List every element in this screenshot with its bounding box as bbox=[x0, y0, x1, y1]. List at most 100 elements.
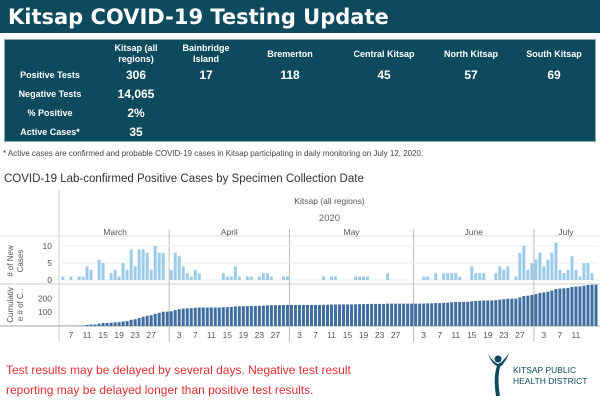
cumulative-bar bbox=[546, 292, 549, 326]
cumulative-bar bbox=[382, 304, 385, 326]
x-tick-label: 19 bbox=[239, 330, 249, 340]
cumulative-bar bbox=[474, 301, 477, 326]
y-tick-label: 5 bbox=[47, 258, 52, 268]
x-tick-label: 19 bbox=[114, 330, 124, 340]
cumulative-bar bbox=[566, 288, 569, 326]
new-cases-bar bbox=[362, 277, 365, 280]
cumulative-bar bbox=[282, 305, 285, 326]
cumulative-bar bbox=[558, 289, 561, 326]
cumulative-bar bbox=[374, 304, 377, 326]
cumulative-bar bbox=[514, 299, 517, 326]
cumulative-bar bbox=[90, 324, 93, 326]
new-cases-bar bbox=[474, 273, 477, 280]
cumulative-bar bbox=[222, 307, 225, 326]
cumulative-bar bbox=[522, 296, 525, 326]
cumulative-bar bbox=[310, 305, 313, 326]
new-cases-bar bbox=[582, 263, 585, 280]
new-cases-bar bbox=[526, 270, 529, 280]
cumulative-bar bbox=[274, 305, 277, 326]
cumulative-bar bbox=[550, 291, 553, 326]
cumulative-bar bbox=[178, 309, 181, 326]
cumulative-bar bbox=[570, 287, 573, 326]
new-cases-bar bbox=[566, 270, 569, 280]
cumulative-bar bbox=[242, 306, 245, 326]
y-tick-label: 100 bbox=[38, 307, 52, 317]
new-cases-bar bbox=[586, 263, 589, 280]
cumulative-bar bbox=[530, 295, 533, 326]
new-cases-bar bbox=[194, 270, 197, 280]
new-cases-bar bbox=[494, 273, 497, 280]
cumulative-bar bbox=[322, 305, 325, 326]
logo-text: KITSAP PUBLIC bbox=[513, 365, 587, 376]
cumulative-bar bbox=[206, 308, 209, 326]
cumulative-bar bbox=[430, 303, 433, 326]
x-tick-label: 15 bbox=[467, 330, 477, 340]
new-cases-bar bbox=[282, 277, 285, 280]
cumulative-bar bbox=[174, 310, 177, 326]
cumulative-bar bbox=[414, 304, 417, 326]
new-cases-bar bbox=[170, 270, 173, 280]
new-cases-bar bbox=[478, 273, 481, 280]
new-cases-bar bbox=[198, 273, 201, 280]
cumulative-bar bbox=[102, 323, 105, 326]
new-cases-bar bbox=[482, 273, 485, 280]
cumulative-bar bbox=[118, 322, 121, 326]
new-cases-bar bbox=[158, 253, 161, 280]
new-cases-bar bbox=[134, 266, 137, 280]
x-tick-label: 27 bbox=[271, 330, 281, 340]
new-cases-bar bbox=[250, 277, 253, 280]
new-cases-bar bbox=[518, 253, 521, 280]
cumulative-bar bbox=[574, 287, 577, 326]
new-cases-bar bbox=[502, 270, 505, 280]
cumulative-bar bbox=[246, 306, 249, 326]
cumulative-bar bbox=[482, 300, 485, 326]
cumulative-bar bbox=[94, 324, 97, 326]
month-label: July bbox=[558, 227, 574, 237]
new-cases-bar bbox=[190, 277, 193, 280]
cumulative-bar bbox=[518, 297, 521, 326]
cumulative-bar bbox=[166, 312, 169, 326]
x-tick-label: 23 bbox=[375, 330, 385, 340]
new-cases-bar bbox=[542, 266, 545, 280]
y-axis-label: e # of C.. bbox=[16, 289, 25, 321]
cumulative-bar bbox=[326, 305, 329, 326]
cumulative-bar bbox=[294, 305, 297, 326]
cumulative-bar bbox=[406, 304, 409, 326]
cumulative-bar bbox=[562, 288, 565, 326]
cumulative-bar bbox=[362, 304, 365, 326]
cumulative-bar bbox=[422, 304, 425, 326]
cumulative-bar bbox=[350, 304, 353, 326]
cumulative-bar bbox=[286, 305, 289, 326]
y-tick-label: 200 bbox=[38, 293, 52, 303]
x-tick-label: 11 bbox=[327, 330, 336, 340]
note-line: reporting may be delayed longer than pos… bbox=[6, 380, 351, 400]
cumulative-bar bbox=[194, 308, 197, 326]
cumulative-bar bbox=[534, 294, 537, 326]
new-cases-bar bbox=[538, 253, 541, 280]
new-cases-bar bbox=[330, 277, 333, 280]
cumulative-bar bbox=[338, 304, 341, 326]
x-tick-label: 27 bbox=[146, 330, 156, 340]
cumulative-bar bbox=[542, 292, 545, 326]
cumulative-bar bbox=[330, 305, 333, 326]
new-cases-bar bbox=[546, 260, 549, 280]
new-cases-bar bbox=[138, 249, 141, 280]
cumulative-bar bbox=[390, 304, 393, 326]
cumulative-bar bbox=[506, 299, 509, 326]
cumulative-bar bbox=[378, 304, 381, 326]
cumulative-bar bbox=[334, 304, 337, 326]
new-cases-bar bbox=[86, 266, 89, 280]
cumulative-bar bbox=[82, 325, 85, 326]
cumulative-bar bbox=[86, 325, 89, 326]
cumulative-bar bbox=[426, 303, 429, 326]
cumulative-bar bbox=[502, 299, 505, 326]
new-cases-bar bbox=[550, 253, 553, 280]
cumulative-bar bbox=[214, 308, 217, 326]
new-cases-bar bbox=[450, 273, 453, 280]
cumulative-bar bbox=[366, 304, 369, 326]
cumulative-bar bbox=[510, 299, 513, 326]
cumulative-bar bbox=[594, 285, 597, 326]
cumulative-bar bbox=[590, 285, 593, 326]
cumulative-bar bbox=[234, 306, 237, 326]
new-cases-bar bbox=[554, 243, 557, 280]
